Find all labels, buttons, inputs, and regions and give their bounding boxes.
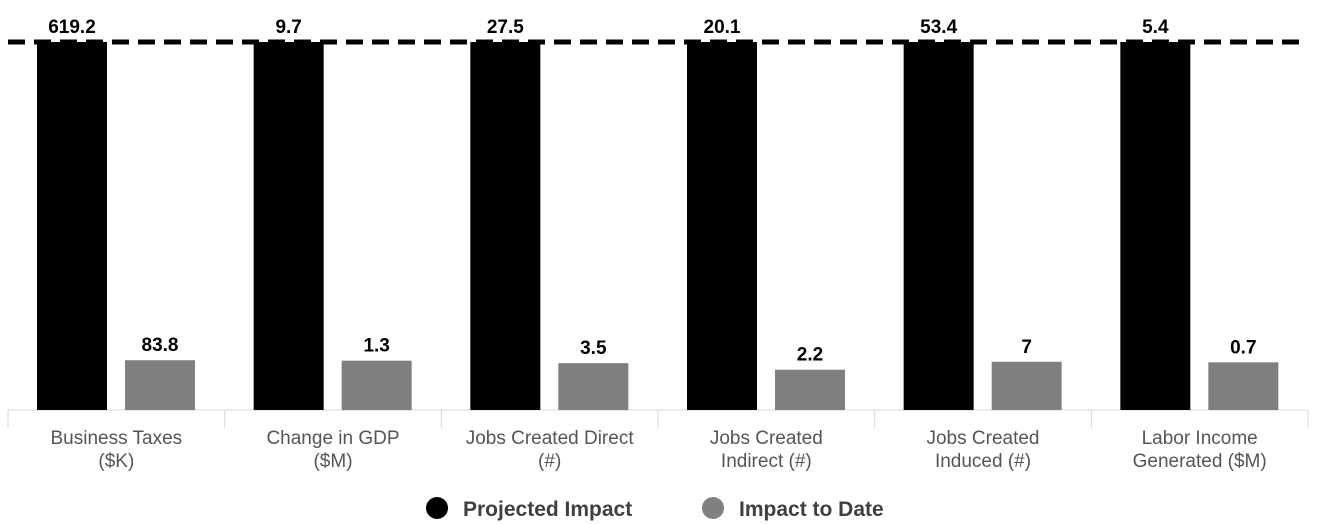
bar-impact-to-date bbox=[1208, 362, 1279, 410]
data-label: 1.3 bbox=[363, 336, 389, 357]
data-label: 5.4 bbox=[1142, 17, 1169, 38]
bar-projected-impact bbox=[1120, 42, 1191, 410]
data-label: 27.5 bbox=[487, 17, 524, 38]
bar-projected-impact bbox=[253, 42, 324, 410]
data-label: 0.7 bbox=[1230, 337, 1256, 358]
data-label: 3.5 bbox=[580, 338, 607, 359]
x-tick-label: Labor Income Generated ($M) bbox=[1133, 428, 1267, 472]
data-label: 83.8 bbox=[142, 335, 179, 356]
x-tick-label: Change in GDP ($M) bbox=[266, 428, 399, 472]
data-label: 7 bbox=[1021, 337, 1032, 358]
bar-impact-to-date bbox=[341, 360, 412, 410]
data-label: 2.2 bbox=[797, 345, 823, 366]
bar-impact-to-date bbox=[775, 369, 845, 410]
bar-projected-impact bbox=[903, 42, 974, 410]
bar-impact-to-date bbox=[125, 360, 195, 410]
bar-projected-impact bbox=[37, 42, 107, 410]
legend-marker-to-date bbox=[702, 497, 724, 519]
legend-label: Impact to Date bbox=[739, 498, 884, 521]
data-label: 53.4 bbox=[920, 17, 957, 38]
data-label: 20.1 bbox=[704, 17, 741, 38]
bar-impact-to-date bbox=[558, 363, 629, 410]
bar-projected-impact bbox=[687, 42, 757, 410]
x-tick-label: Jobs Created Indirect (#) bbox=[710, 428, 823, 472]
x-tick-label: Jobs Created Direct (#) bbox=[466, 428, 635, 472]
legend-marker-projected bbox=[426, 497, 448, 519]
data-label: 619.2 bbox=[48, 17, 96, 38]
legend-label: Projected Impact bbox=[463, 498, 632, 521]
x-tick-label: Business Taxes ($K) bbox=[50, 428, 182, 472]
bar-projected-impact bbox=[470, 42, 541, 410]
bar-impact-to-date bbox=[991, 361, 1062, 410]
x-tick-label: Jobs Created Induced (#) bbox=[926, 428, 1039, 472]
data-label: 9.7 bbox=[275, 17, 301, 38]
